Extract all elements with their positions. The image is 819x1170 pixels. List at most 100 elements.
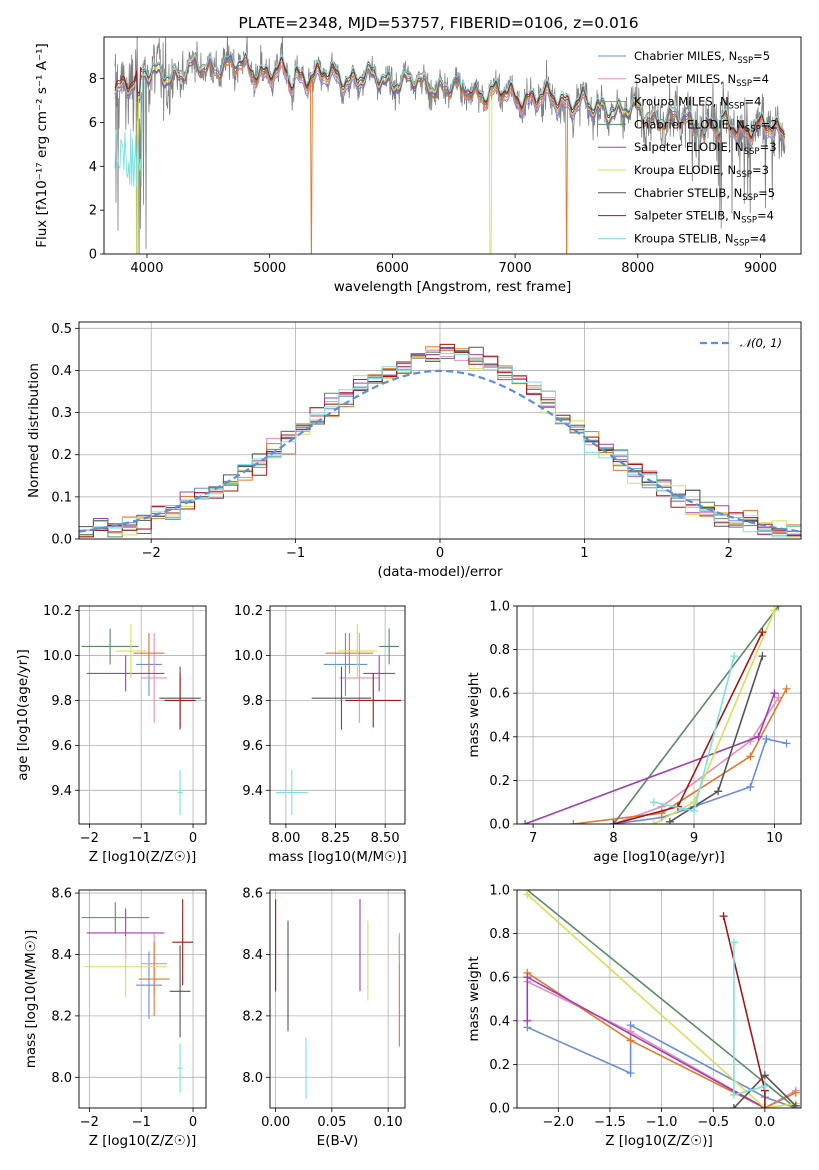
x-tick-label: 6000 — [376, 261, 409, 276]
x-tick-label: −2 — [80, 1115, 99, 1130]
mass-weight-marker — [719, 912, 728, 921]
mass-weight-vs-Z-plot — [523, 890, 800, 1108]
x-tick-label: 8 — [609, 831, 617, 846]
x-tick-label: 4000 — [130, 261, 163, 276]
x-tick-label: 0.05 — [317, 1115, 346, 1130]
y-axis-label: mass [log10(M/M☉)] — [23, 930, 39, 1069]
x-tick-label: −1.0 — [646, 1115, 678, 1130]
y-tick-label: 4 — [89, 160, 97, 175]
y-tick-label: 0.0 — [489, 818, 510, 833]
axes-frame — [269, 889, 406, 1109]
y-tick-label: 9.4 — [242, 784, 263, 799]
y-tick-label: 9.4 — [51, 784, 72, 799]
x-tick-label: −1 — [286, 546, 305, 561]
spectrum-axes: 4000 5000 6000 7000 8000 9000 0 2 4 6 8 wavelength … — [34, 14, 802, 295]
y-tick-label: 1.0 — [489, 600, 510, 615]
mass-weight-marker — [523, 890, 532, 899]
legend-label: Kroupa STELIB, NSSP=4 — [634, 231, 766, 248]
y-tick-label: 0.2 — [489, 774, 510, 789]
x-tick-label: −2.0 — [543, 1115, 575, 1130]
mass-weight-line — [526, 890, 797, 1108]
mass-weight-marker — [791, 1088, 800, 1097]
age-vs-mass-plot — [275, 623, 402, 816]
y-tick-label: 0.4 — [489, 730, 510, 745]
y-tick-label: 2 — [89, 204, 97, 219]
y-axis-label: age [log10(age/yr)] — [15, 649, 31, 781]
mass-weight-line — [526, 972, 797, 1108]
axes-frame — [269, 605, 406, 825]
mass-weight-marker — [758, 652, 767, 661]
y-tick-label: 9.8 — [242, 694, 263, 709]
mass-weight-marker — [523, 1016, 532, 1025]
age-vs-mass-axes: 8.00 8.25 8.50 9.4 9.6 9.8 10.0 10.2 mass [log10… — [234, 604, 407, 865]
y-tick-label: 0.8 — [489, 643, 510, 658]
chart-title: PLATE=2348, MJD=53757, FIBERID=0106, z=0… — [238, 14, 638, 32]
legend-label: Salpeter STELIB, NSSP=4 — [634, 209, 774, 226]
mass-weight-marker — [689, 806, 698, 815]
mass-weight-marker — [758, 628, 767, 637]
mass-weight-marker — [730, 652, 739, 661]
x-axis-label: age [log10(age/yr)] — [593, 849, 725, 865]
x-axis-label: Z [log10(Z/Z☉)] — [89, 1133, 197, 1149]
mass-weight-marker — [626, 1069, 635, 1078]
mass-weight-marker — [649, 798, 658, 807]
x-tick-label: 0.00 — [261, 1115, 290, 1130]
mass-weight-marker — [754, 732, 763, 741]
spectrum-plot — [114, 37, 786, 254]
normal-curve — [79, 369, 801, 533]
y-tick-label: 10.0 — [234, 649, 263, 664]
mass-weight-marker — [746, 752, 755, 761]
y-tick-label: 8.6 — [51, 887, 72, 902]
legend-label: Kroupa MILES, NSSP=4 — [634, 95, 761, 112]
x-tick-label: 0.10 — [374, 1115, 403, 1130]
mass-weight-line — [722, 916, 766, 1108]
x-axis-label: Z [log10(Z/Z☉)] — [605, 1133, 713, 1149]
y-tick-label: 8.6 — [242, 887, 263, 902]
mass-weight-marker — [760, 1104, 769, 1108]
y-axis-label: mass weight — [466, 956, 482, 1041]
x-tick-label: 7000 — [499, 261, 532, 276]
y-tick-label: 0.3 — [51, 406, 72, 421]
legend-label: Chabrier MILES, NSSP=5 — [634, 49, 770, 66]
x-tick-label: 1 — [580, 546, 588, 561]
mass-weight-marker — [782, 684, 791, 693]
mass-weight-vs-age-axes: 7 8 9 10 0.0 0.2 0.4 0.6 0.8 1.0 age [log10(age/yr… — [466, 600, 802, 865]
x-tick-label: 8000 — [621, 261, 654, 276]
x-tick-label: −2 — [142, 546, 161, 561]
residuals-plot — [79, 343, 801, 538]
mass-weight-marker — [729, 1090, 738, 1099]
x-tick-label: 8.00 — [271, 831, 300, 846]
mass-weight-marker — [791, 1101, 800, 1108]
mass-weight-marker — [782, 739, 791, 748]
y-tick-label: 9.8 — [51, 694, 72, 709]
axes-frame — [78, 889, 207, 1109]
mass-vs-Z-axes: −2 −1 0 8.0 8.2 8.4 8.6 Z [log10(Z/Z☉)] mass [lo… — [23, 887, 207, 1149]
y-tick-label: 8.2 — [242, 1009, 263, 1024]
y-tick-label: 8.0 — [51, 1071, 72, 1086]
mass-weight-marker — [521, 820, 530, 824]
x-axis-label: Z [log10(Z/Z☉)] — [89, 849, 197, 865]
axes-frame — [516, 605, 802, 825]
mass-weight-marker — [760, 1082, 769, 1091]
residuals-axes: −2 −1 0 1 2 0.0 0.1 0.2 0.3 0.4 0.5 (data-model)/er… — [26, 321, 802, 580]
axes-frame — [78, 321, 802, 540]
x-tick-label: 8.25 — [321, 831, 350, 846]
axes-frame — [516, 889, 802, 1109]
legend-label: Chabrier ELODIE, NSSP=2 — [634, 117, 778, 134]
x-axis-label: (data-model)/error — [377, 564, 503, 580]
y-tick-label: 0.8 — [489, 927, 510, 942]
mass-weight-line — [669, 655, 764, 823]
x-tick-label: 7 — [529, 831, 537, 846]
mass-weight-marker — [649, 820, 658, 824]
y-tick-label: 0.6 — [489, 971, 510, 986]
x-tick-label: −1.5 — [594, 1115, 626, 1130]
mass-weight-marker — [523, 973, 532, 982]
y-axis-label: mass weight — [466, 672, 482, 757]
legend-label: Salpeter MILES, NSSP=4 — [634, 72, 769, 89]
y-tick-label: 10.2 — [43, 604, 72, 619]
y-tick-label: 9.6 — [51, 739, 72, 754]
model-spectrum-line — [114, 53, 786, 148]
y-tick-label: 8.4 — [51, 948, 72, 963]
mass-vs-Z-plot — [81, 899, 194, 1093]
